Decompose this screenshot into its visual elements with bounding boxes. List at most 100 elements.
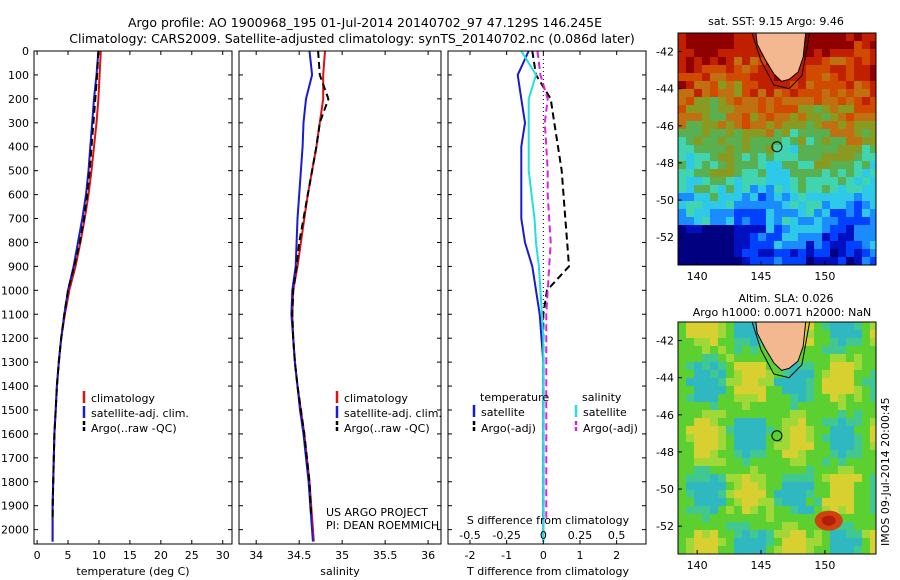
bathymetry-contour [751,33,811,90]
sst-cell [870,153,876,162]
sla-cell [830,418,839,427]
sst-cell [758,89,767,98]
sst-cell [790,121,799,130]
sst-cell [710,225,719,234]
sst-cell [822,161,831,170]
sla-cell [678,378,687,387]
sla-cell [718,490,727,499]
sst-cell [726,241,735,250]
sla-cell [774,546,783,554]
sla-cell [814,346,823,355]
sst-cell [822,57,831,66]
sst-cell [758,73,767,82]
sla-cell [846,338,855,347]
sst-cell [726,209,735,218]
sla-cell [782,402,791,411]
sst-cell [694,89,703,98]
series-line-satellite [51,50,100,542]
sst-cell [726,185,735,194]
sla-cell [710,474,719,483]
sla-cell [854,490,863,499]
sst-cell [718,73,727,82]
sla-cell [782,482,791,491]
sst-cell [766,65,775,74]
sla-cell [806,410,815,419]
sla-cell [846,434,855,443]
sst-cell [838,129,847,138]
x-tick-label: 5 [65,549,72,562]
sst-cell [726,169,735,178]
sla-cell [798,354,807,363]
sst-cell [758,153,767,162]
sst-cell [702,161,711,170]
sst-cell [854,81,863,90]
sst-cell [870,193,876,202]
sst-cell [814,217,823,226]
sst-cell [854,57,863,66]
sla-cell [750,506,759,515]
sla-cell [726,490,735,499]
sst-cell [806,49,815,58]
sst-cell [678,137,687,146]
sst-cell [862,169,871,178]
sst-cell [702,193,711,202]
sla-cell [702,514,711,523]
sst-cell [798,249,807,258]
sst-cell [790,129,799,138]
sla-cell [726,522,735,531]
lat-tick-label: -52 [656,520,674,533]
sla-cell [702,418,711,427]
sst-cell [798,89,807,98]
sla-cell [750,450,759,459]
sst-cell [814,161,823,170]
sst-cell [686,225,695,234]
sst-cell [838,121,847,130]
sla-cell [774,410,783,419]
sla-cell [870,482,876,491]
sst-cell [774,249,783,258]
sla-cell [862,394,871,403]
sla-cell [830,530,839,539]
sla-cell [694,490,703,499]
sst-cell [766,145,775,154]
sla-cell [702,362,711,371]
legend-label: climatology [344,392,408,405]
sst-cell [822,73,831,82]
series-line-argo [291,50,330,518]
sla-cell [862,378,871,387]
sst-cell [694,33,703,42]
sst-cell [726,225,735,234]
sst-cell [686,185,695,194]
sla-cell [766,498,775,507]
sst-cell [702,33,711,42]
sst-cell [758,169,767,178]
depth-tick-label: 100 [8,69,29,82]
sst-cell [846,169,855,178]
sst-cell [678,233,687,242]
sla-cell [854,426,863,435]
sst-cell [718,177,727,186]
sla-cell [798,458,807,467]
sst-cell [846,249,855,258]
sla-cell [678,466,687,475]
sst-cell [790,97,799,106]
sst-cell [718,33,727,42]
sst-cell [806,217,815,226]
sst-cell [678,121,687,130]
sst-cell [734,185,743,194]
sla-cell [846,362,855,371]
sst-cell [686,201,695,210]
sst-cell [686,169,695,178]
sst-cell [686,41,695,50]
sst-cell [830,33,839,42]
sla-cell [806,378,815,387]
sla-cell [870,354,876,363]
sst-cell [758,201,767,210]
depth-tick-label: 700 [8,213,29,226]
sla-cell [806,450,815,459]
sla-cell [694,434,703,443]
sla-cell [846,386,855,395]
sla-cell [742,370,751,379]
sla-cell [734,418,743,427]
